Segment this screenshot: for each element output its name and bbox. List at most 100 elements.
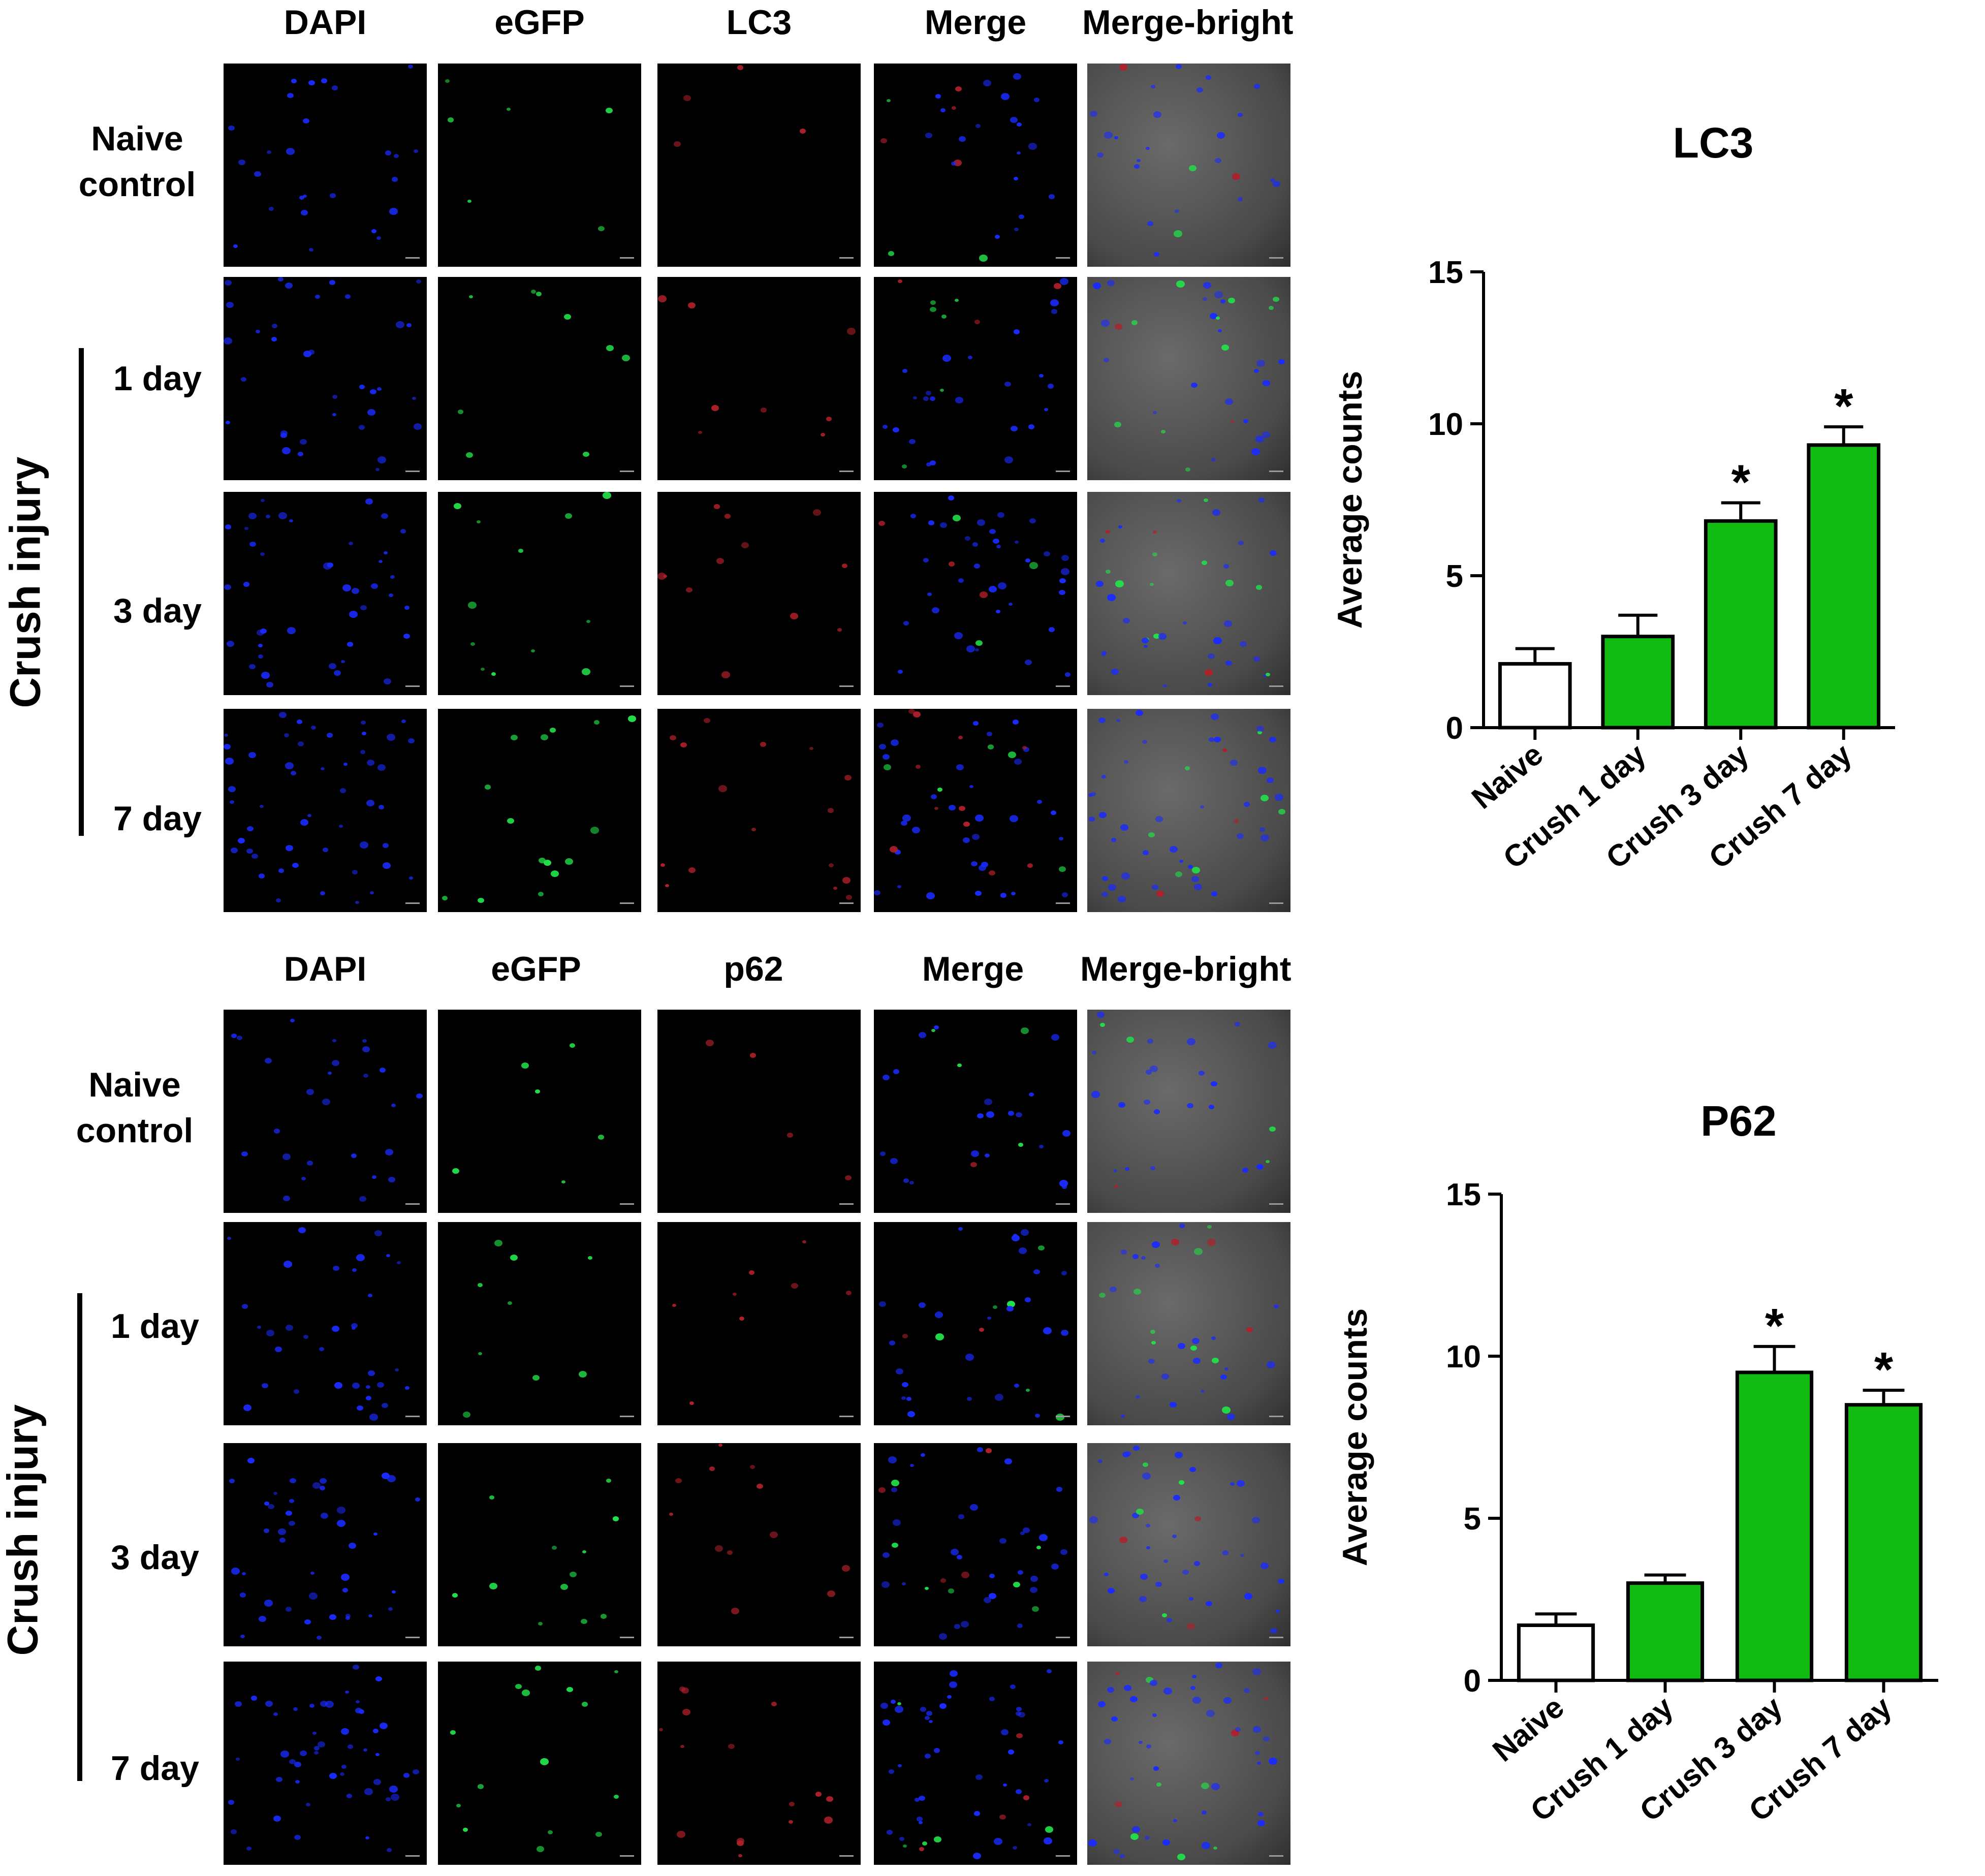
cell-dot [570, 1572, 577, 1578]
cell-dot [1107, 280, 1115, 286]
cell-dot [1062, 1130, 1070, 1137]
cell-dot [1137, 159, 1141, 163]
bottom-panel-naive-mergebright [1087, 1010, 1290, 1213]
cell-dot [1107, 594, 1116, 601]
cell-dot [515, 1684, 522, 1690]
cell-dot [448, 117, 454, 122]
cell-dot [225, 280, 232, 286]
cell-dot [521, 1062, 529, 1069]
cell-dot [337, 1507, 345, 1514]
cell-dot [238, 838, 245, 844]
cell-dot [300, 819, 308, 826]
cell-dot [1153, 634, 1160, 639]
cell-dot [1261, 834, 1269, 841]
cell-dot [940, 1578, 946, 1583]
cell-dot [1240, 641, 1247, 647]
top-panel-naive-mergebright [1087, 64, 1290, 267]
cell-dot [1010, 815, 1018, 822]
cell-dot [299, 196, 304, 200]
cell-dot [285, 762, 294, 769]
cell-dot [389, 208, 398, 215]
cell-dot [240, 1635, 245, 1639]
cell-dot [298, 452, 303, 456]
cell-dot [1114, 422, 1121, 428]
cell-dot [1187, 1103, 1193, 1109]
cell-dot [1126, 1037, 1134, 1043]
cell-dot [1235, 1727, 1241, 1732]
bottom-group-label-crush-injury: Crush injury [0, 1404, 47, 1656]
cell-dot [404, 606, 409, 610]
cell-dot [1220, 1374, 1227, 1380]
cell-dot [813, 509, 821, 516]
cell-dot [919, 1032, 926, 1038]
cell-dot [996, 610, 1000, 614]
cell-dot [396, 321, 404, 328]
cell-dot [1059, 578, 1066, 584]
cell-dot [416, 1093, 423, 1099]
cell-dot [386, 1254, 390, 1258]
cell-dot [306, 1089, 314, 1095]
cell-dot [977, 519, 985, 526]
cell-dot [972, 542, 978, 547]
cell-dot [920, 1707, 926, 1712]
cell-dot [902, 815, 911, 822]
cell-dot [1139, 1741, 1143, 1744]
cell-dot [909, 439, 916, 445]
cell-dot [469, 295, 473, 299]
bottom-panel-7day-marker [657, 1662, 861, 1865]
cell-dot [974, 564, 980, 569]
cell-dot [877, 723, 884, 728]
cell-dot [1039, 1145, 1044, 1149]
cell-dot [789, 1802, 795, 1806]
cell-dot [452, 1168, 459, 1174]
cell-dot [352, 1327, 356, 1330]
cell-dot [993, 1305, 997, 1309]
scale-bar [839, 257, 854, 264]
cell-dot [298, 741, 304, 746]
cell-dot [1269, 306, 1274, 310]
cell-dot [940, 389, 944, 392]
cell-dot [1120, 824, 1128, 831]
scale-bar [620, 471, 634, 477]
cell-dot [264, 1502, 269, 1506]
cell-dot [228, 1800, 234, 1805]
cell-dot [379, 560, 383, 564]
cell-dot [1203, 282, 1211, 289]
cell-dot [359, 425, 365, 430]
cell-dot [948, 1588, 954, 1593]
cell-dot [1044, 1837, 1052, 1844]
cell-dot [910, 1464, 914, 1467]
cell-dot [598, 226, 605, 232]
cell-dot [1208, 653, 1215, 660]
cell-dot [883, 1552, 890, 1558]
cell-dot [241, 1151, 248, 1157]
cell-dot [1258, 497, 1265, 503]
cell-dot [884, 764, 891, 770]
cell-dot [942, 355, 951, 362]
cell-dot [565, 858, 573, 865]
cell-dot [1007, 1301, 1015, 1307]
cell-dot [1185, 467, 1190, 472]
cell-dot [1104, 1739, 1111, 1745]
cell-dot [1019, 1247, 1027, 1254]
cell-dot [899, 1837, 904, 1841]
cell-dot [401, 720, 406, 724]
cell-dot [1062, 1185, 1067, 1189]
top-col-label-merge: Merge [924, 3, 1027, 42]
cell-dot [949, 805, 956, 811]
cell-dot [1206, 1710, 1215, 1717]
cell-dot [1152, 1713, 1157, 1717]
cell-dot [231, 848, 238, 854]
cell-dot [323, 562, 332, 570]
cell-dot [1051, 309, 1057, 314]
cell-dot [289, 1499, 294, 1503]
cell-dot [902, 1382, 908, 1388]
cell-dot [373, 1779, 381, 1785]
cell-dot [931, 794, 937, 799]
cell-dot [1013, 1582, 1020, 1588]
bottom-panel-3day-egfp [438, 1443, 641, 1646]
top-panel-7day-marker [657, 709, 861, 912]
cell-dot [385, 1149, 393, 1155]
cell-dot [1009, 603, 1013, 606]
cell-dot [544, 860, 551, 866]
